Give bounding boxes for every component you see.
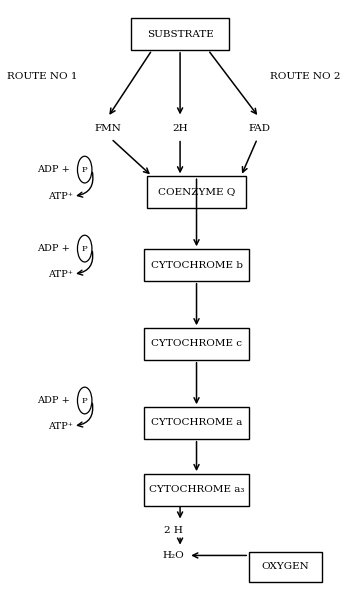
Text: CYTOCHROME c: CYTOCHROME c bbox=[151, 339, 242, 348]
FancyBboxPatch shape bbox=[144, 407, 249, 438]
Text: 2 H: 2 H bbox=[164, 526, 183, 535]
Text: ATP⁺: ATP⁺ bbox=[48, 270, 73, 279]
Text: P: P bbox=[82, 245, 87, 253]
Text: 2H: 2H bbox=[172, 124, 188, 133]
Text: ATP⁺: ATP⁺ bbox=[48, 192, 73, 201]
Text: H₂O: H₂O bbox=[163, 551, 184, 560]
Text: CYTOCHROME a: CYTOCHROME a bbox=[151, 418, 242, 428]
Text: ROUTE NO 2: ROUTE NO 2 bbox=[270, 72, 340, 81]
FancyBboxPatch shape bbox=[131, 18, 229, 50]
FancyBboxPatch shape bbox=[144, 249, 249, 281]
FancyBboxPatch shape bbox=[144, 328, 249, 360]
FancyBboxPatch shape bbox=[147, 176, 246, 208]
Text: P: P bbox=[82, 166, 87, 174]
Text: ADP +: ADP + bbox=[37, 244, 73, 253]
Text: ATP⁺: ATP⁺ bbox=[48, 421, 73, 431]
Text: OXYGEN: OXYGEN bbox=[261, 563, 309, 571]
Text: ADP +: ADP + bbox=[37, 165, 73, 174]
FancyBboxPatch shape bbox=[144, 474, 249, 505]
Text: CYTOCHROME b: CYTOCHROME b bbox=[151, 261, 243, 270]
Text: P: P bbox=[82, 396, 87, 404]
Text: SUBSTRATE: SUBSTRATE bbox=[147, 30, 213, 38]
Text: FMN: FMN bbox=[94, 124, 121, 133]
Text: FAD: FAD bbox=[248, 124, 270, 133]
Text: ADP +: ADP + bbox=[37, 396, 73, 405]
Text: COENZYME Q: COENZYME Q bbox=[158, 188, 235, 197]
Text: CYTOCHROME a₃: CYTOCHROME a₃ bbox=[149, 485, 244, 495]
FancyBboxPatch shape bbox=[249, 552, 322, 582]
Text: ROUTE NO 1: ROUTE NO 1 bbox=[7, 72, 77, 81]
